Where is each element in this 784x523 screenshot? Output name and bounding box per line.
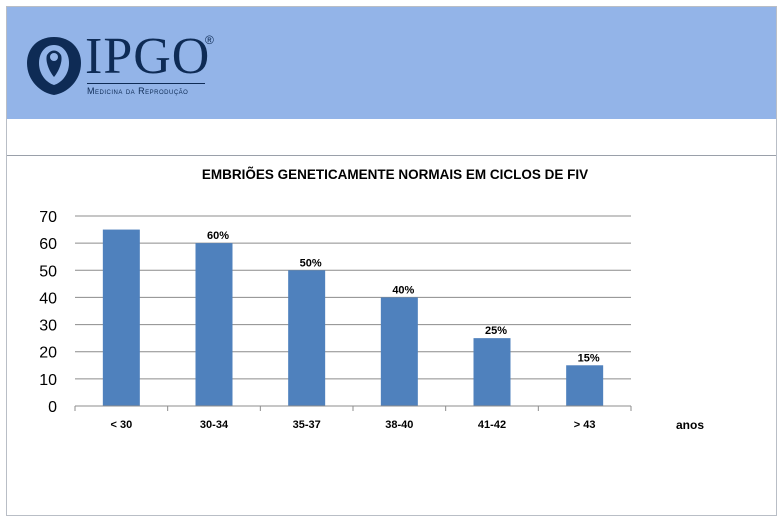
data-label: 50% — [300, 257, 322, 269]
x-tick-label: 35-37 — [293, 419, 321, 431]
bar — [380, 297, 418, 406]
ipgo-logo: IPGO ® Medicina da Reprodução — [25, 28, 225, 103]
bar — [195, 243, 233, 406]
y-tick-label: 10 — [39, 372, 57, 389]
y-tick-label: 30 — [39, 318, 57, 335]
y-tick-label: 60 — [39, 236, 57, 253]
data-label: 60% — [207, 230, 229, 242]
x-tick-label: > 43 — [574, 419, 596, 431]
y-tick-label: 20 — [39, 345, 57, 362]
x-tick-label: 41-42 — [478, 419, 506, 431]
y-tick-label: 70 — [39, 209, 57, 226]
x-axis-label: anos — [676, 418, 704, 432]
y-tick-label: 50 — [39, 263, 57, 280]
data-label: 25% — [485, 325, 507, 337]
data-label: 40% — [392, 284, 414, 296]
logo-wordmark: IPGO — [85, 28, 211, 85]
chart-gridlines — [75, 215, 631, 380]
bar — [566, 365, 604, 406]
chart-title: EMBRIÕES GENETICAMENTE NORMAIS EM CICLOS… — [202, 167, 588, 182]
header-divider — [7, 155, 776, 156]
x-tick-label: 38-40 — [385, 419, 413, 431]
x-tick-label: < 30 — [110, 419, 132, 431]
y-tick-label: 40 — [39, 290, 57, 307]
data-label: 15% — [578, 352, 600, 364]
x-axis-ticks: < 30 30-34 35-37 38-40 41-42 > 43 — [74, 406, 632, 431]
header-banner: IPGO ® Medicina da Reprodução — [7, 7, 776, 119]
bar — [473, 338, 511, 406]
bar — [288, 270, 326, 406]
y-axis-ticks: 0 10 20 30 40 50 60 70 — [39, 209, 57, 416]
ipgo-emblem-icon — [27, 37, 81, 95]
chart-bars — [102, 229, 604, 406]
bar — [102, 229, 140, 406]
logo-tagline: Medicina da Reprodução — [87, 83, 205, 96]
y-tick-label: 0 — [48, 399, 57, 416]
logo-registered-mark: ® — [205, 33, 214, 47]
data-labels: 60% 50% 40% 25% 15% — [207, 230, 600, 364]
x-tick-label: 30-34 — [200, 419, 229, 431]
